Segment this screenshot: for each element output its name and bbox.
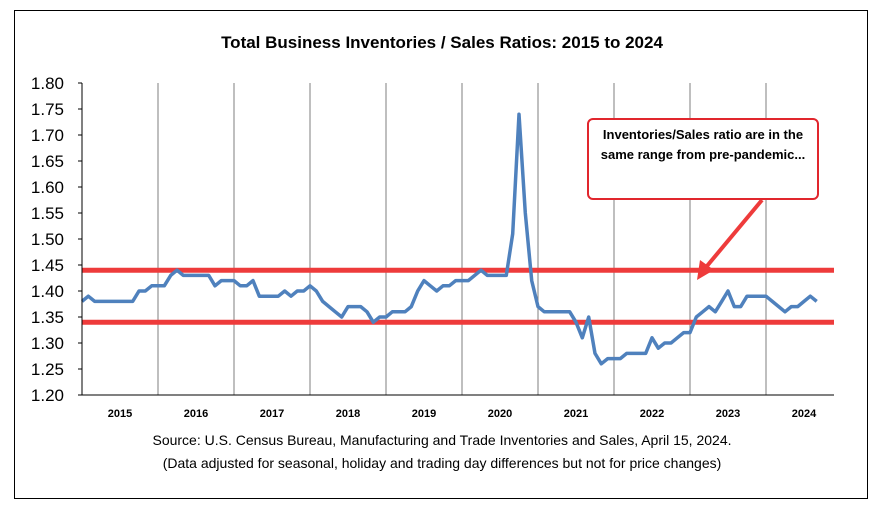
x-tick-label: 2023: [716, 408, 740, 420]
reference-lines: [82, 267, 834, 325]
y-tick-label: 1.60: [31, 178, 64, 197]
y-tick-label: 1.25: [31, 360, 64, 379]
chart-frame: [14, 10, 868, 499]
callout-arrow-head: [697, 260, 714, 280]
y-tick-label: 1.75: [31, 100, 64, 119]
y-tick-label: 1.45: [31, 256, 64, 275]
series-layer: [80, 112, 818, 366]
x-tick-label: 2024: [792, 408, 817, 420]
x-tick-label: 2019: [412, 408, 436, 420]
y-tick-label: 1.30: [31, 334, 64, 353]
series-line: [80, 112, 818, 366]
x-tick-label: 2020: [488, 408, 512, 420]
y-axis-ticks: 1.80 1.75 1.70 1.65 1.60 1.55 1.50 1.45 1.40 1.35…: [31, 74, 82, 405]
y-tick-label: 1.80: [31, 74, 64, 93]
x-tick-label: 2016: [184, 408, 208, 420]
x-tick-label: 2017: [260, 408, 284, 420]
x-tick-label: 2018: [336, 408, 360, 420]
x-tick-label: 2015: [108, 408, 132, 420]
y-tick-label: 1.55: [31, 204, 64, 223]
y-tick-label: 1.40: [31, 282, 64, 301]
y-tick-label: 1.70: [31, 126, 64, 145]
callout-box: Inventories/Sales ratio are in the same …: [587, 118, 819, 200]
y-tick-label: 1.20: [31, 386, 64, 405]
chart-title: Total Business Inventories / Sales Ratio…: [221, 33, 663, 52]
x-axis-ticks: 2015 2016 2017 2018 2019 2020 2021 2022 2023 2024: [108, 408, 817, 420]
source-line-2: (Data adjusted for seasonal, holiday and…: [162, 455, 722, 471]
source-line-1: Source: U.S. Census Bureau, Manufacturin…: [152, 432, 732, 448]
y-tick-label: 1.50: [31, 230, 64, 249]
callout-arrow: [705, 198, 764, 268]
y-tick-label: 1.35: [31, 308, 64, 327]
x-tick-label: 2022: [640, 408, 664, 420]
y-tick-label: 1.65: [31, 152, 64, 171]
x-tick-label: 2021: [564, 408, 588, 420]
